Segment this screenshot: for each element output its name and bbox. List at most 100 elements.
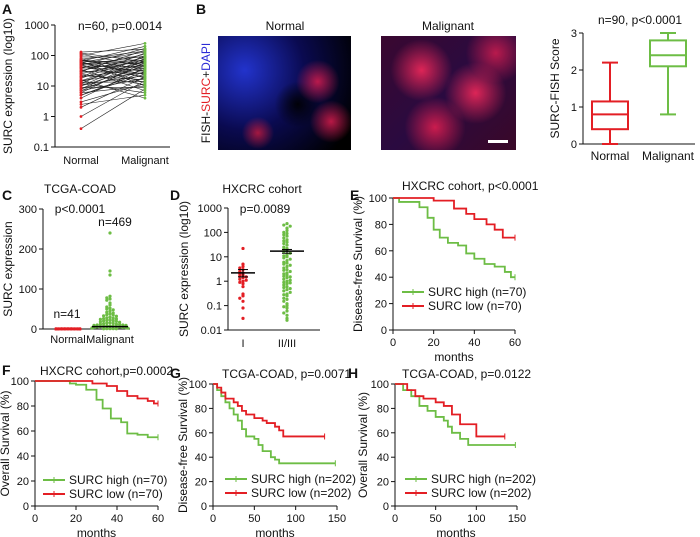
data-point-malignant — [121, 323, 125, 327]
y-tick-label: 40 — [195, 452, 207, 464]
data-point-malignant — [108, 269, 112, 273]
y-tick-label: 0 — [381, 325, 387, 337]
data-point-stage-2-3 — [282, 268, 286, 272]
y-tick-label: 80 — [195, 403, 207, 415]
y-tick-label: 100 — [19, 284, 37, 296]
paired-line — [80, 83, 146, 103]
y-tick-label: 20 — [375, 299, 387, 311]
paired-line — [80, 64, 146, 73]
legend-entry: SURC low (n=70) — [428, 299, 522, 313]
x-tick-label: Malignant — [121, 155, 169, 167]
data-point-stage-2-3 — [282, 272, 286, 276]
data-point-stage-2-3 — [285, 306, 289, 310]
data-point-stage-2-3 — [285, 294, 289, 298]
y-tick-label: 0.1 — [207, 301, 222, 313]
chart-title: n=60, p=0.0014 — [78, 19, 162, 33]
data-point-malignant — [98, 317, 102, 321]
stain-part-surc: SURC — [199, 78, 213, 112]
chart-title: HXCRC cohort, p<0.0001 — [402, 179, 539, 193]
data-point-malignant — [108, 306, 112, 310]
data-point-stage-2-3 — [282, 223, 286, 227]
paired-line — [80, 83, 146, 94]
data-point-malignant — [111, 316, 115, 320]
data-point-stage-2-3 — [282, 283, 286, 287]
data-point-normal — [79, 105, 83, 109]
y-tick-label: 40 — [17, 451, 29, 463]
survival-curve-low — [393, 197, 515, 239]
paired-line — [80, 48, 146, 53]
x-axis-label: months — [255, 526, 294, 537]
data-point-stage-2-3 — [282, 230, 286, 234]
data-point-malignant — [102, 319, 106, 323]
y-axis-label: Disease-free Survival (%) — [351, 196, 365, 332]
y-tick-label: 0 — [383, 501, 389, 513]
chart-title: n=90, p<0.0001 — [598, 13, 682, 27]
x-tick-label: 0 — [32, 513, 38, 525]
y-tick-label: 60 — [377, 428, 389, 440]
y-axis-label: Disease-free Survival (%) — [176, 377, 190, 513]
data-point-malignant — [90, 326, 94, 330]
x-tick-label: I — [241, 338, 244, 350]
y-tick-label: 1 — [571, 102, 577, 114]
data-point-normal — [79, 100, 83, 104]
data-point-malignant — [143, 89, 147, 93]
data-point-stage-2-3 — [285, 261, 289, 265]
fish-image-malignant — [381, 36, 516, 150]
x-tick-label: Normal — [50, 334, 85, 346]
y-tick-label: 80 — [377, 403, 389, 415]
data-point-stage-2-3 — [285, 228, 289, 233]
data-point-stage-2-3 — [288, 224, 292, 228]
data-point-stage-1 — [241, 306, 245, 310]
legend-entry: SURC low (n=202) — [431, 486, 531, 500]
data-point-stage-1 — [241, 285, 245, 289]
data-point-normal — [79, 96, 83, 100]
data-point-malignant — [105, 307, 109, 311]
legend-entry: SURC high (n=70) — [69, 473, 167, 487]
data-point-malignant — [143, 44, 147, 48]
data-point-malignant — [108, 294, 112, 298]
data-point-stage-1 — [241, 316, 245, 320]
data-point-malignant — [143, 55, 147, 59]
data-point-normal — [79, 102, 83, 106]
data-point-malignant — [143, 96, 147, 100]
data-point-stage-2-3 — [285, 240, 289, 244]
data-point-stage-2-3 — [285, 264, 289, 269]
paired-line — [80, 52, 146, 63]
data-point-malignant — [108, 318, 112, 322]
data-point-stage-2-3 — [285, 285, 289, 289]
stain-part-dapi: DAPI — [199, 43, 213, 71]
data-point-stage-2-3 — [288, 263, 292, 267]
data-point-stage-2-3 — [288, 269, 292, 274]
data-point-malignant — [105, 316, 109, 320]
panel-label-h: H — [348, 365, 358, 381]
y-tick-label: 1000 — [25, 20, 49, 32]
data-point-malignant — [143, 47, 147, 51]
data-point-stage-2-3 — [285, 221, 289, 226]
y-axis-label: SURC expression — [1, 221, 15, 316]
data-point-stage-1 — [238, 280, 242, 284]
data-point-stage-2-3 — [288, 290, 292, 294]
panel-label-a: A — [2, 1, 12, 17]
data-point-stage-2-3 — [282, 299, 286, 303]
survival-curve-low — [395, 383, 505, 438]
x-tick-label: Malignant — [86, 334, 134, 346]
x-tick-label: 60 — [152, 513, 164, 525]
data-point-normal — [78, 327, 82, 331]
y-tick-label: 20 — [17, 476, 29, 488]
data-point-malignant — [108, 327, 112, 331]
data-point-malignant — [105, 318, 109, 322]
data-point-normal — [79, 93, 83, 97]
survival-curve-high — [393, 197, 515, 279]
y-tick-label: 100 — [189, 379, 207, 391]
chart-title: TCGA-COAD — [44, 182, 116, 196]
data-point-stage-2-3 — [282, 236, 286, 240]
legend-entry: SURC high (n=202) — [251, 472, 356, 486]
data-point-stage-2-3 — [285, 273, 289, 277]
data-point-stage-2-3 — [282, 245, 286, 249]
y-tick-label: 20 — [377, 477, 389, 489]
data-point-malignant — [108, 297, 112, 301]
x-tick-label: 20 — [70, 513, 82, 525]
data-point-malignant — [118, 323, 122, 327]
legend-entry: SURC high (n=202) — [431, 472, 536, 486]
data-point-stage-2-3 — [282, 311, 286, 315]
